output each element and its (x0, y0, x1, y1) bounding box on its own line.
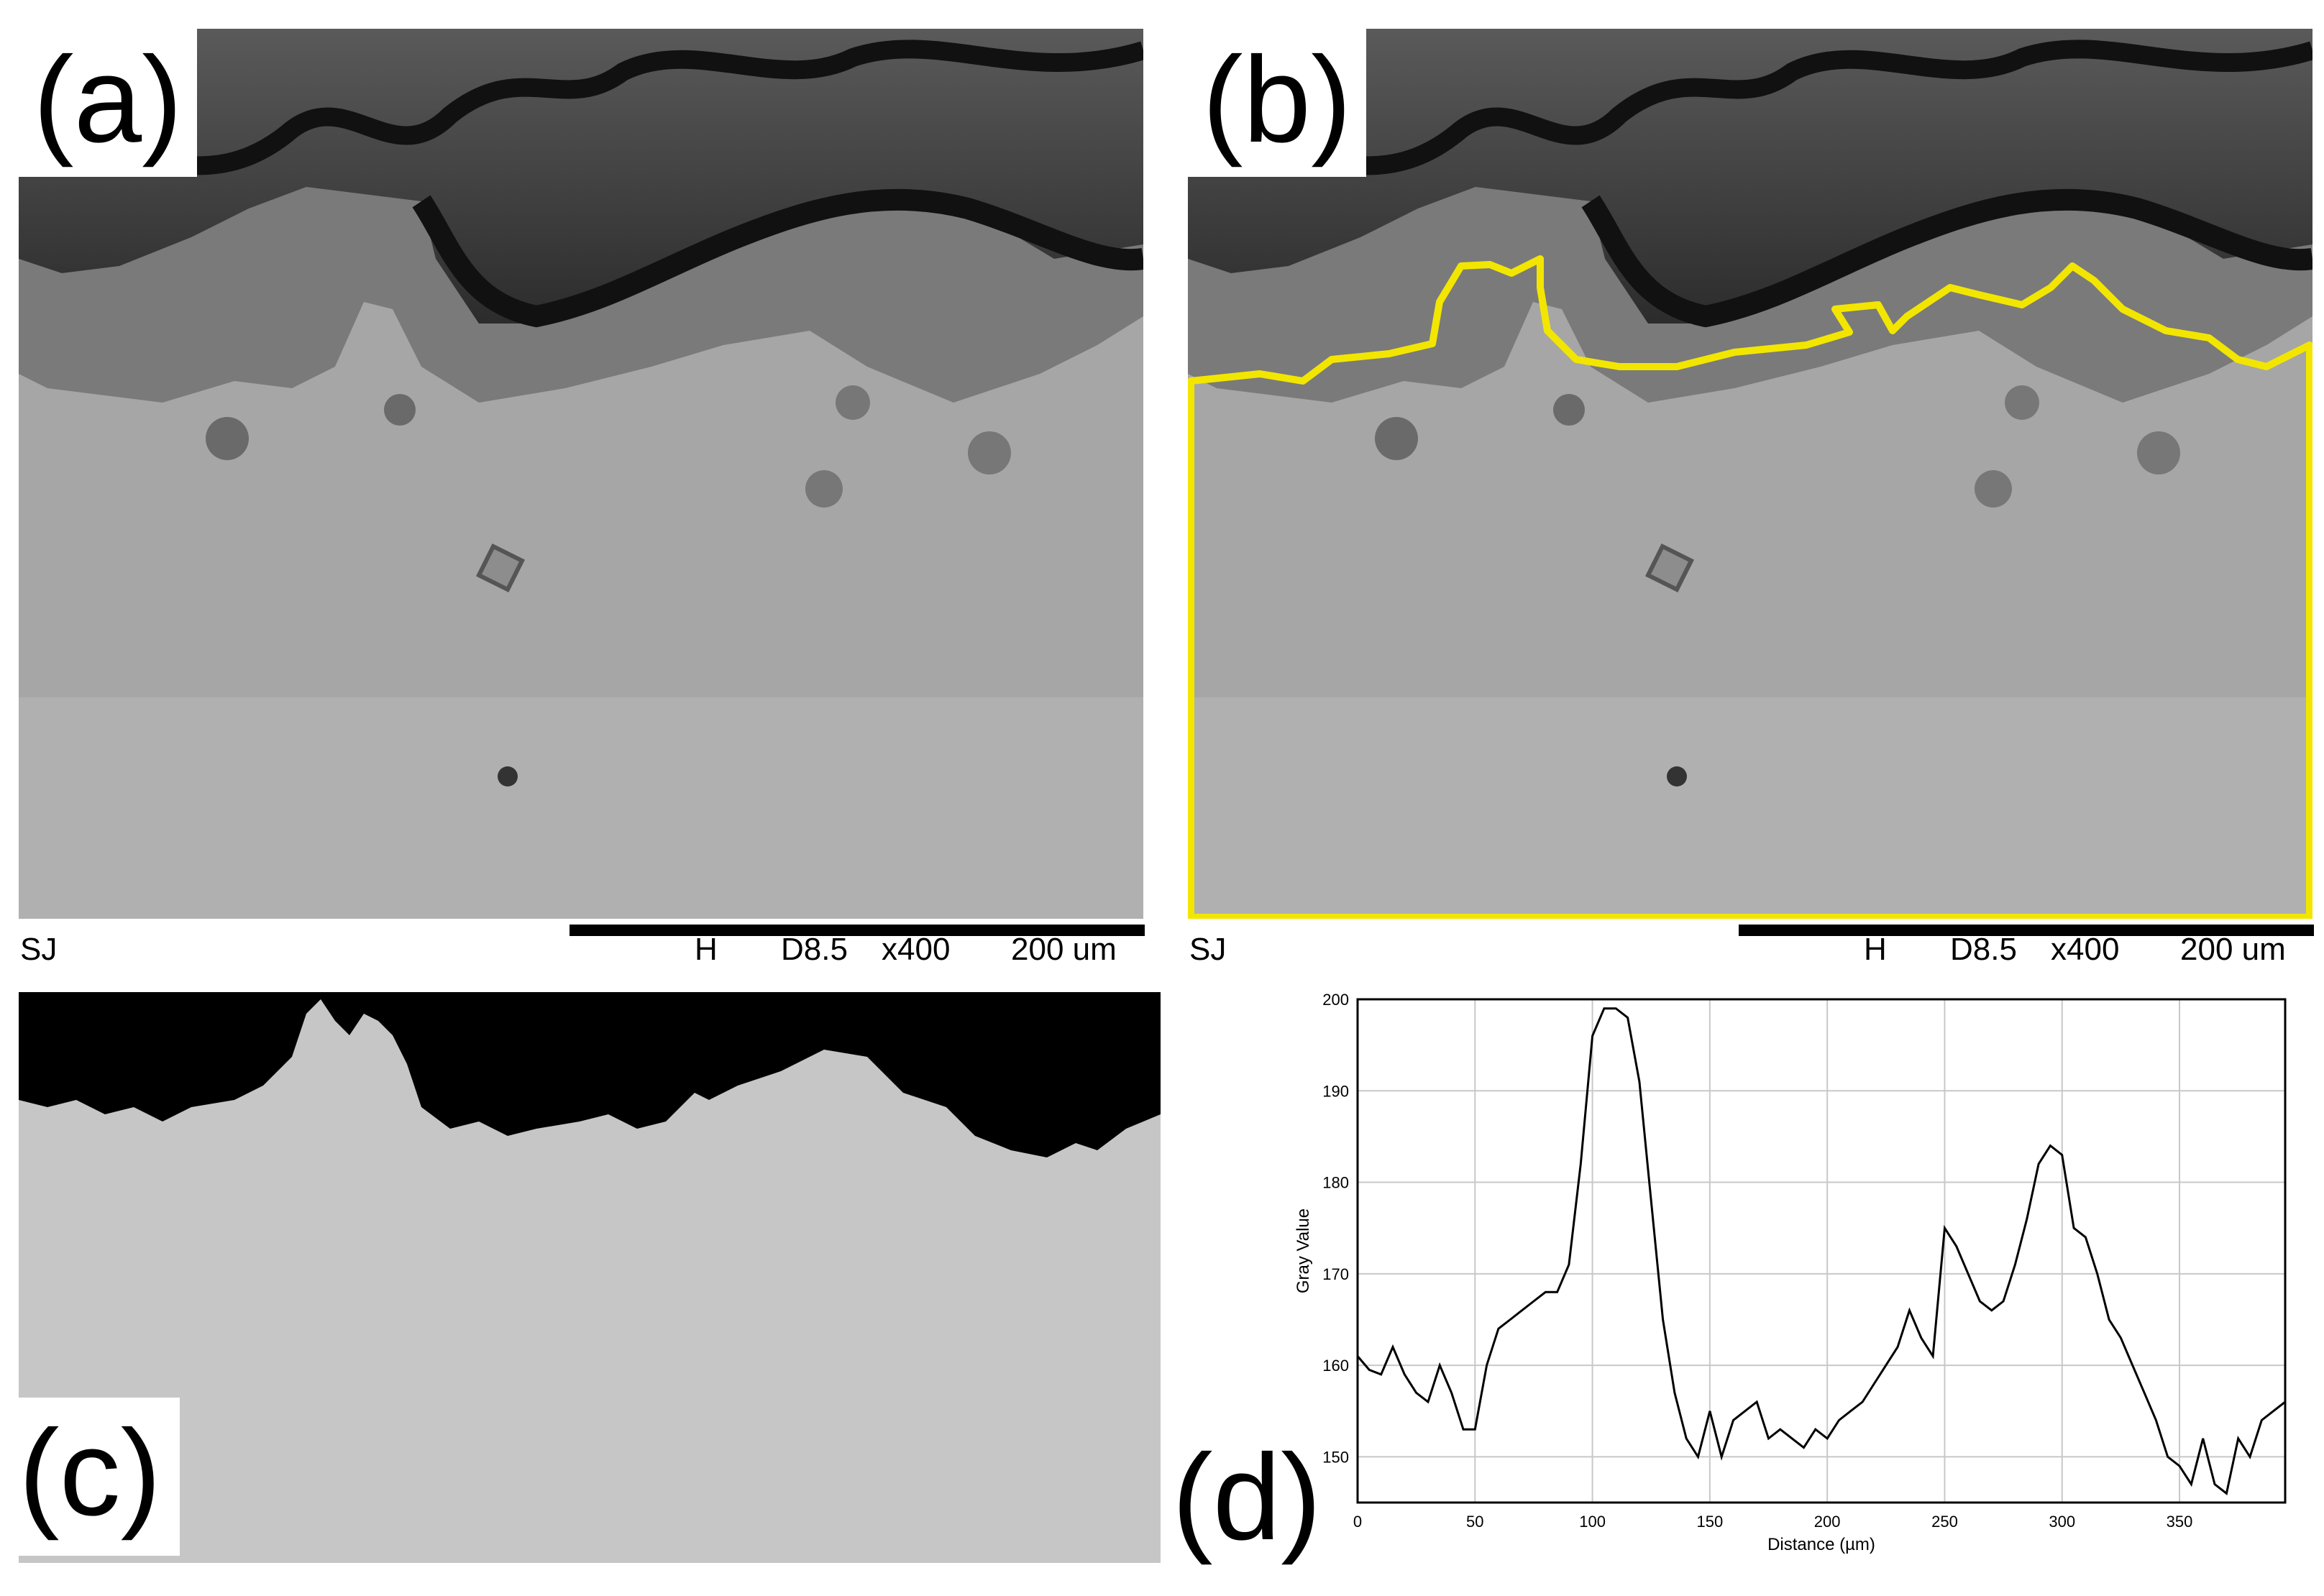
profile-chart-d: 0 50 100 150 200 250 300 350 150 160 170 180 190 200 … (1271, 978, 2307, 1582)
x-tick-label: 350 (2167, 1513, 2193, 1531)
y-tick-label: 180 (1322, 1174, 1349, 1192)
x-tick-label: 150 (1697, 1513, 1724, 1531)
plot-frame (1356, 998, 2287, 1504)
sem-image-a (19, 29, 1143, 919)
sem-databar-b: SJ H D8.5 x400 200 um (1188, 919, 2314, 978)
y-axis-label: Gray Value (1294, 1209, 1313, 1293)
x-tick-label: 100 (1579, 1513, 1606, 1531)
mask-shape (19, 992, 1161, 1157)
micrograph-b (1188, 29, 2312, 919)
x-axis-label: Distance (µm) (1767, 1535, 1875, 1554)
sem-image-b (1188, 29, 2312, 919)
scale-bar-a (569, 925, 1145, 936)
databar-magnification: x400 (2051, 932, 2120, 967)
databar-mode: H (695, 932, 718, 967)
panel-label-b: (b) (1188, 29, 1366, 177)
databar-scale: 200 um (1011, 932, 1117, 967)
y-tick-label: 160 (1322, 1357, 1349, 1375)
chart-svg: 0 50 100 150 200 250 300 350150160170180190200 … (1294, 991, 2287, 1554)
binary-mask-c (19, 992, 1161, 1563)
x-tick-label: 300 (2049, 1513, 2075, 1531)
databar-magnification: x400 (882, 932, 951, 967)
panel-label-a: (a) (19, 29, 197, 177)
y-tick-label: 150 (1322, 1448, 1349, 1466)
databar-left-text: SJ (1189, 932, 1227, 967)
databar-mode: H (1864, 932, 1887, 967)
databar-left-text: SJ (20, 932, 58, 967)
databar-scale: 200 um (2180, 932, 2286, 967)
y-tick-label: 200 (1322, 991, 1349, 1009)
scale-bar-b (1739, 925, 2314, 936)
x-tick-label: 0 (1353, 1513, 1362, 1531)
databar-working-distance: D8.5 (781, 932, 848, 967)
y-tick-label: 170 (1322, 1265, 1349, 1283)
panel-label-d: (d) (1172, 1429, 1322, 1566)
x-tick-label: 200 (1814, 1513, 1841, 1531)
panel-label-c: (c) (19, 1398, 180, 1556)
chart-grid (1357, 999, 2285, 1503)
series-line (1356, 1007, 2286, 1495)
chart-ticks: 0 50 100 150 200 250 300 350 150 160 170 180 190 200 (1322, 991, 2192, 1531)
x-tick-label: 50 (1466, 1513, 1483, 1531)
x-tick-label: 250 (1931, 1513, 1958, 1531)
boundary-overlay (1188, 255, 2312, 919)
databar-working-distance: D8.5 (1950, 932, 2017, 967)
sem-databar-a: SJ H D8.5 x400 200 um (19, 919, 1145, 978)
y-tick-label: 190 (1322, 1082, 1349, 1100)
micrograph-a (19, 29, 1143, 919)
